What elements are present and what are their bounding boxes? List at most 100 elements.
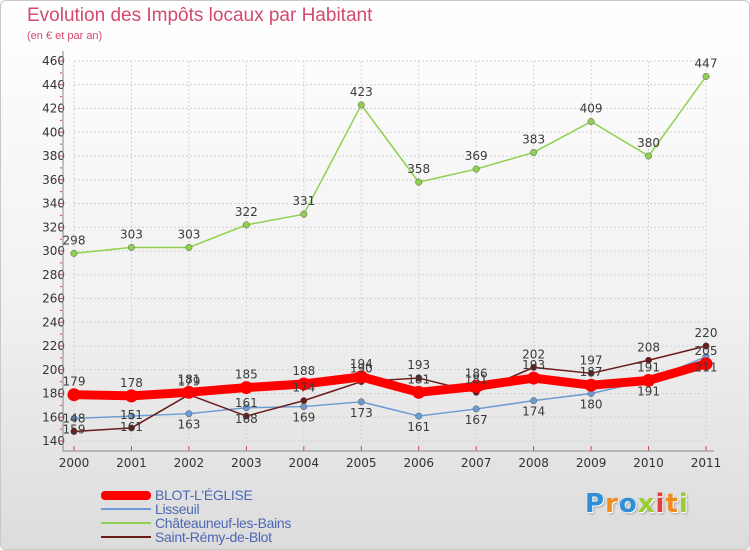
data-label: 322 bbox=[235, 205, 258, 219]
legend-swatch bbox=[101, 536, 151, 538]
x-tick-label: 2001 bbox=[116, 456, 147, 470]
data-point bbox=[300, 403, 308, 411]
data-point bbox=[128, 243, 135, 251]
data-label: 187 bbox=[580, 365, 603, 379]
y-tick-label: 360 bbox=[42, 173, 65, 187]
data-label: 331 bbox=[292, 194, 315, 208]
data-label: 151 bbox=[120, 408, 143, 422]
data-label: 447 bbox=[695, 56, 718, 70]
data-label: 197 bbox=[580, 353, 603, 367]
data-label: 369 bbox=[465, 149, 488, 163]
data-label: 191 bbox=[637, 360, 660, 374]
data-label: 161 bbox=[120, 420, 143, 434]
y-tick-label: 320 bbox=[42, 220, 65, 234]
y-tick-label: 460 bbox=[42, 54, 65, 68]
data-point bbox=[297, 377, 311, 391]
y-tick-label: 200 bbox=[42, 363, 65, 377]
data-point bbox=[242, 404, 250, 412]
data-label: 186 bbox=[465, 366, 488, 380]
data-label: 202 bbox=[522, 347, 545, 361]
data-point bbox=[587, 118, 595, 126]
logo-letter: i bbox=[678, 489, 689, 519]
data-label: 181 bbox=[407, 372, 430, 386]
y-tick-label: 420 bbox=[42, 102, 65, 116]
x-tick-label: 2009 bbox=[576, 456, 607, 470]
data-point bbox=[70, 428, 78, 435]
data-label: 303 bbox=[177, 227, 200, 241]
data-label: 173 bbox=[350, 406, 373, 420]
data-point bbox=[70, 249, 78, 257]
data-point bbox=[645, 152, 652, 160]
data-label: 193 bbox=[407, 358, 430, 372]
data-point bbox=[642, 373, 656, 387]
data-point bbox=[239, 381, 253, 395]
data-label: 185 bbox=[235, 368, 258, 382]
data-label: 220 bbox=[695, 326, 718, 340]
data-label: 163 bbox=[177, 418, 200, 432]
y-tick-label: 440 bbox=[42, 78, 65, 92]
x-tick-label: 2006 bbox=[403, 456, 434, 470]
legend-swatch bbox=[101, 491, 151, 500]
data-label: 167 bbox=[465, 413, 488, 427]
series-line bbox=[69, 359, 711, 401]
y-tick-label: 380 bbox=[42, 149, 65, 163]
y-tick-label: 240 bbox=[42, 315, 65, 329]
data-label: 298 bbox=[63, 233, 86, 247]
y-tick-label: 400 bbox=[42, 125, 65, 139]
data-label: 193 bbox=[522, 358, 545, 372]
data-label: 179 bbox=[63, 375, 86, 389]
data-point bbox=[242, 412, 250, 420]
data-point bbox=[645, 356, 652, 364]
y-tick-label: 160 bbox=[42, 410, 65, 424]
data-label: 161 bbox=[407, 420, 430, 434]
legend-label: Saint-Rémy-de-Blot bbox=[155, 529, 272, 545]
legend-label: Châteauneuf-les-Bains bbox=[155, 515, 292, 531]
legend-swatch bbox=[101, 522, 151, 524]
data-label: 205 bbox=[695, 344, 718, 358]
data-label: 190 bbox=[350, 362, 373, 376]
legend-label: Lisseuil bbox=[155, 501, 200, 517]
data-point bbox=[124, 389, 138, 403]
data-point bbox=[702, 72, 710, 80]
data-label: 179 bbox=[177, 375, 200, 389]
data-label: 191 bbox=[637, 384, 660, 398]
data-point bbox=[185, 410, 193, 418]
y-tick-label: 340 bbox=[42, 197, 65, 211]
data-point bbox=[354, 370, 368, 384]
data-point bbox=[530, 397, 538, 405]
series-line bbox=[73, 355, 707, 420]
data-point bbox=[357, 398, 365, 406]
data-label: 181 bbox=[177, 372, 200, 386]
logo-letter: x bbox=[637, 489, 656, 519]
x-tick-label: 2011 bbox=[691, 456, 722, 470]
data-point bbox=[415, 374, 423, 382]
data-label: 161 bbox=[235, 396, 258, 410]
data-label: 159 bbox=[63, 422, 86, 436]
series-line bbox=[73, 345, 707, 433]
data-point bbox=[584, 378, 598, 392]
logo-letter: o bbox=[618, 489, 638, 519]
proxiti-logo: Proxiti bbox=[585, 489, 689, 519]
data-label: 168 bbox=[235, 412, 258, 426]
data-label: 180 bbox=[580, 398, 603, 412]
data-label: 211 bbox=[695, 361, 718, 375]
data-label: 188 bbox=[292, 364, 315, 378]
data-point bbox=[185, 243, 193, 251]
data-point bbox=[530, 148, 538, 156]
data-point bbox=[530, 363, 538, 371]
data-label: 383 bbox=[522, 132, 545, 146]
x-tick-label: 2002 bbox=[174, 456, 205, 470]
x-tick-label: 2003 bbox=[231, 456, 262, 470]
data-label: 174 bbox=[292, 381, 315, 395]
data-point bbox=[67, 388, 81, 402]
x-tick-label: 2008 bbox=[518, 456, 549, 470]
data-label: 148 bbox=[63, 412, 86, 426]
x-tick-label: 2004 bbox=[289, 456, 320, 470]
x-tick-label: 2005 bbox=[346, 456, 377, 470]
data-point bbox=[242, 221, 250, 229]
data-label: 380 bbox=[637, 136, 660, 150]
data-label: 358 bbox=[407, 162, 430, 176]
y-tick-label: 280 bbox=[42, 268, 65, 282]
data-point bbox=[415, 178, 423, 186]
